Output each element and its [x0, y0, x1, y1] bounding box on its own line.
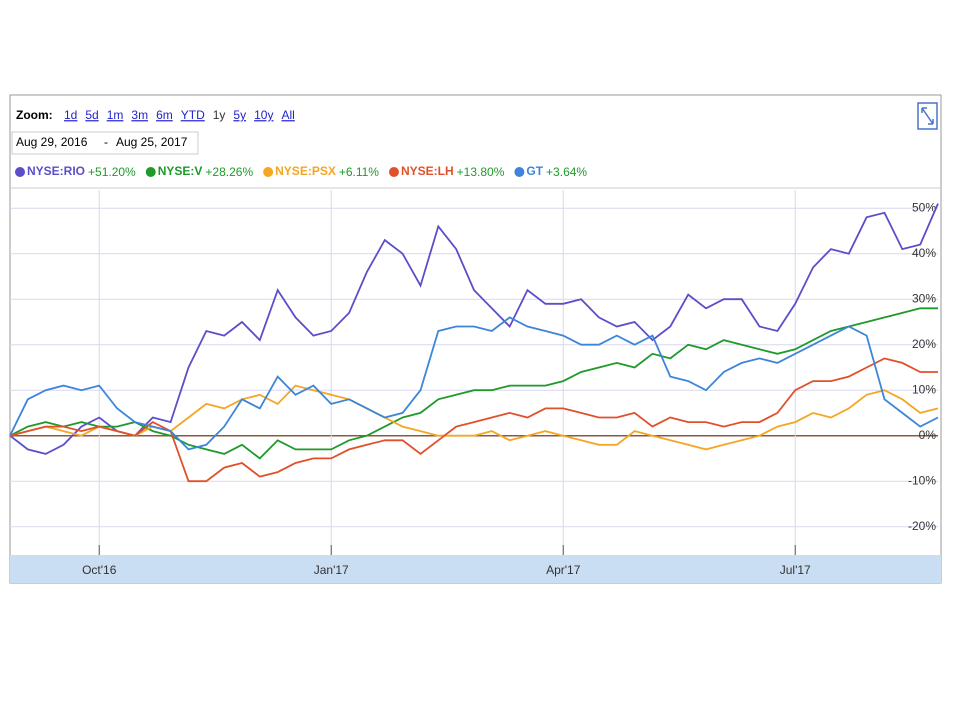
- x-tick-label: Jul'17: [780, 563, 811, 577]
- legend-dot[interactable]: [388, 167, 399, 177]
- date-start: Aug 29, 2016: [16, 135, 88, 149]
- series-line: [9, 357, 938, 483]
- x-tick-label: Jan'17: [314, 563, 349, 577]
- zoom-option[interactable]: 5d: [85, 108, 98, 122]
- series-line: [9, 203, 939, 455]
- zoom-option[interactable]: YTD: [181, 108, 205, 122]
- date-separator: -: [104, 135, 108, 149]
- y-tick-label: 10%: [912, 382, 936, 396]
- x-axis-band: [10, 555, 941, 583]
- zoom-option: 1y: [213, 108, 226, 122]
- zoom-label: Zoom:: [16, 108, 53, 122]
- series-line: [9, 307, 938, 460]
- legend-name[interactable]: NYSE:V: [158, 164, 203, 178]
- expand-icon: [921, 107, 934, 125]
- series-line: [9, 316, 939, 451]
- legend-name[interactable]: NYSE:RIO: [27, 164, 85, 178]
- y-tick-label: 0%: [919, 428, 937, 442]
- legend-name[interactable]: NYSE:LH: [401, 164, 454, 178]
- legend-name[interactable]: GT: [526, 164, 543, 178]
- zoom-option[interactable]: 6m: [156, 108, 173, 122]
- x-tick-label: Apr'17: [546, 563, 581, 577]
- zoom-option[interactable]: 5y: [233, 108, 246, 122]
- legend-dot[interactable]: [145, 167, 156, 177]
- legend-dot[interactable]: [263, 167, 274, 177]
- legend-change: +28.26%: [205, 165, 253, 179]
- y-tick-label: -20%: [908, 519, 936, 533]
- zoom-option[interactable]: 3m: [131, 108, 148, 122]
- y-tick-label: 30%: [912, 291, 936, 305]
- y-tick-label: 50%: [912, 200, 936, 214]
- legend-change: +6.11%: [339, 165, 379, 179]
- x-tick-label: Oct'16: [82, 563, 117, 577]
- zoom-option[interactable]: 10y: [254, 108, 273, 122]
- y-tick-label: -10%: [908, 473, 936, 487]
- zoom-option[interactable]: All: [281, 108, 294, 122]
- legend-change: +51.20%: [88, 165, 136, 179]
- y-tick-label: 20%: [912, 337, 936, 351]
- date-range-box: [11, 131, 199, 155]
- zoom-option[interactable]: 1m: [107, 108, 124, 122]
- zoom-option[interactable]: 1d: [64, 108, 77, 122]
- y-tick-label: 40%: [912, 246, 936, 260]
- legend-name[interactable]: NYSE:PSX: [275, 164, 336, 178]
- frame: [9, 94, 942, 584]
- date-end: Aug 25, 2017: [116, 135, 188, 149]
- legend-dot[interactable]: [514, 167, 525, 177]
- legend-change: +13.80%: [457, 165, 505, 179]
- legend-dot[interactable]: [15, 167, 25, 177]
- legend-change: +3.64%: [546, 165, 587, 179]
